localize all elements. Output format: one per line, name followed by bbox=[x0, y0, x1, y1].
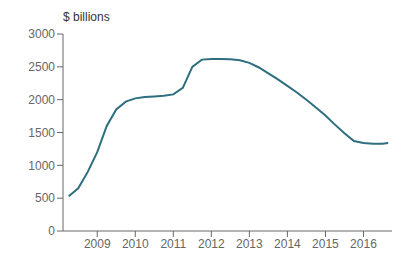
svg-text:2009: 2009 bbox=[84, 237, 111, 251]
svg-text:2015: 2015 bbox=[312, 237, 339, 251]
svg-text:0: 0 bbox=[48, 224, 55, 238]
svg-text:2000: 2000 bbox=[28, 93, 55, 107]
svg-text:500: 500 bbox=[35, 191, 55, 205]
svg-text:2011: 2011 bbox=[160, 237, 186, 251]
svg-text:1500: 1500 bbox=[28, 126, 55, 140]
svg-text:2500: 2500 bbox=[28, 60, 55, 74]
svg-text:1000: 1000 bbox=[28, 159, 55, 173]
svg-text:2016: 2016 bbox=[350, 237, 377, 251]
html-text:$ billions: $ billions bbox=[63, 10, 110, 24]
svg-text:2012: 2012 bbox=[198, 237, 225, 251]
svg-text:3000: 3000 bbox=[28, 27, 55, 41]
svg-text:2013: 2013 bbox=[236, 237, 263, 251]
svg-text:2010: 2010 bbox=[122, 237, 149, 251]
svg-text:2014: 2014 bbox=[274, 237, 301, 251]
